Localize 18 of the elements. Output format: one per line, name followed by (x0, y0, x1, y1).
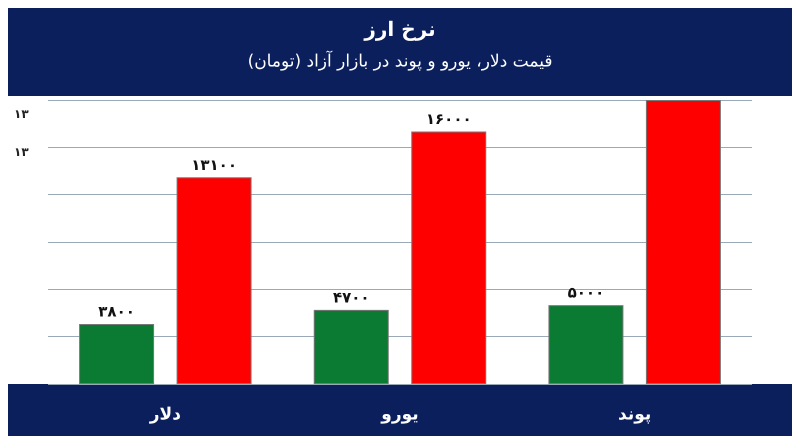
data-label: ۵۰۰۰ (568, 284, 604, 302)
text: ۱۳ (14, 145, 30, 159)
text: ۱۳ (14, 107, 30, 121)
data-label: ۱۳۱۰۰ (191, 156, 237, 174)
x-tick-label: پوند (618, 404, 652, 424)
bar (79, 324, 154, 384)
bar (548, 305, 624, 384)
data-label: ۳۸۰۰ (98, 302, 135, 321)
bar (176, 177, 252, 384)
data-label: ۴۷۰۰ (332, 288, 370, 306)
bar (314, 310, 389, 384)
bar (646, 100, 721, 384)
chart-subtitle: قیمت دلار، یورو و پوند در بازار آزاد (تومان) (248, 50, 552, 72)
x-tick-label: دلار (148, 404, 182, 424)
bar (411, 132, 486, 384)
data-label: ۱۶۰۰۰ (426, 110, 472, 128)
chart-title: نرخ ارز (363, 17, 436, 41)
x-tick-label: یورو (380, 404, 419, 424)
